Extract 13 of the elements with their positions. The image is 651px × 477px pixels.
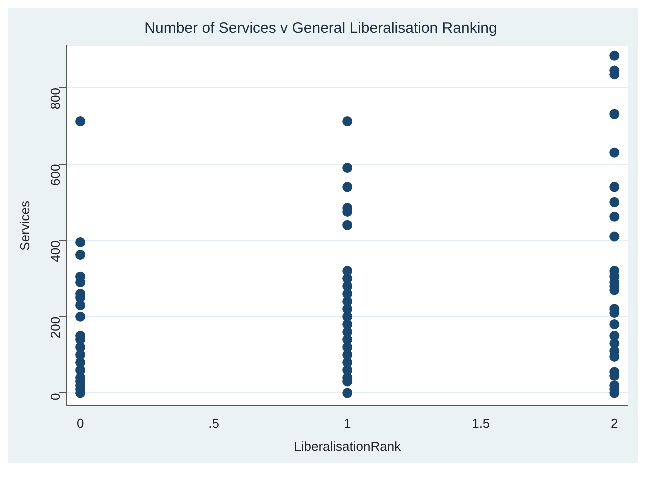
y-tick-label: 0: [48, 393, 63, 400]
y-tick-label: 800: [48, 88, 63, 110]
x-axis-title: LiberalisationRank: [294, 438, 402, 454]
y-tick-label: 200: [48, 316, 63, 339]
chart-title: Number of Services v General Liberalisation Ranking: [144, 20, 498, 38]
x-tick-label: 0: [76, 416, 84, 432]
y-tick-label: 600: [48, 164, 63, 186]
x-tick-label: .5: [208, 416, 220, 432]
y-axis-title: Services: [17, 200, 32, 251]
x-tick-label: 1: [344, 416, 352, 432]
x-tick-label: 2: [611, 416, 618, 432]
y-tick-label: 400: [48, 240, 63, 262]
x-tick-label: 1.5: [472, 416, 490, 432]
